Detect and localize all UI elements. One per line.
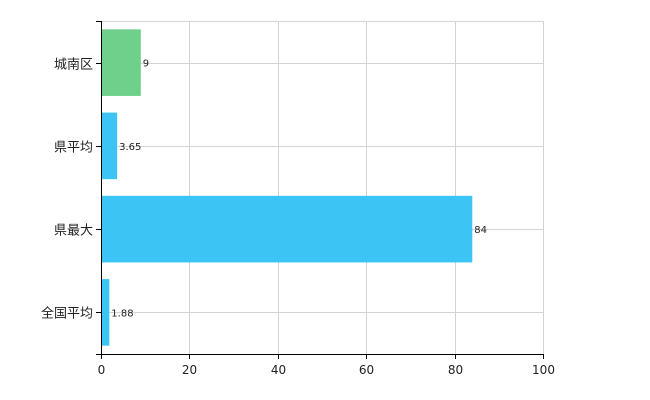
bar-layer bbox=[101, 29, 473, 346]
data-label-2: 84 bbox=[474, 225, 487, 236]
category-label-2: 県最大 bbox=[54, 224, 93, 239]
bar-3 bbox=[101, 279, 110, 346]
x-tick-label-80: 80 bbox=[448, 363, 463, 377]
category-label-3: 全国平均 bbox=[41, 306, 93, 322]
data-label-1: 3.65 bbox=[119, 142, 141, 153]
bar-0 bbox=[101, 29, 141, 96]
data-label-0: 9 bbox=[143, 59, 149, 70]
bar-1 bbox=[101, 112, 118, 180]
grid-layer bbox=[101, 21, 544, 354]
x-tick-label-100: 100 bbox=[532, 363, 555, 377]
x-tick-label-60: 60 bbox=[359, 363, 374, 377]
category-label-0: 城南区 bbox=[54, 57, 93, 73]
bar-2 bbox=[101, 195, 473, 263]
data-label-3: 1.88 bbox=[111, 308, 133, 319]
x-tick-label-20: 20 bbox=[182, 363, 197, 377]
x-tick-label-40: 40 bbox=[271, 363, 286, 377]
x-tick-label-0: 0 bbox=[98, 363, 106, 377]
category-label-1: 県平均 bbox=[54, 141, 93, 156]
axis-layer bbox=[96, 21, 544, 359]
